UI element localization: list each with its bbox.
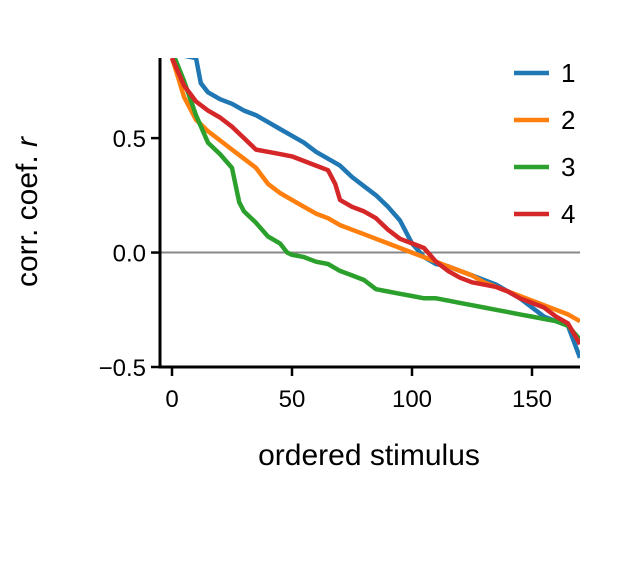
ticks-layer: 0 50 100 150 −0.5 0.0 0.5 — [99, 126, 552, 413]
legend-label-1: 1 — [561, 58, 575, 88]
series-line-3 — [172, 58, 580, 341]
series-line-2 — [169, 58, 580, 324]
y-tick-label: 0.5 — [113, 126, 146, 153]
x-axis-label: ordered stimulus — [258, 439, 480, 472]
legend-label-4: 4 — [561, 199, 575, 229]
y-tick-label: −0.5 — [99, 355, 146, 382]
series-layer — [169, 58, 580, 359]
series-line-1 — [184, 58, 580, 359]
y-axis-label-text: corr. coef. — [11, 147, 44, 287]
x-tick-label: 100 — [392, 386, 432, 413]
legend: 1 2 3 4 — [514, 58, 575, 229]
axes-layer — [158, 58, 580, 369]
y-axis-label: corr. coef. r — [11, 136, 44, 287]
y-axis-label-symbol: r — [11, 136, 44, 147]
legend-label-2: 2 — [561, 105, 575, 135]
x-tick-label: 50 — [279, 386, 306, 413]
legend-label-3: 3 — [561, 152, 575, 182]
series-line-4 — [169, 58, 580, 346]
y-tick-label: 0.0 — [113, 241, 146, 268]
x-tick-label: 150 — [512, 386, 552, 413]
x-tick-label: 0 — [165, 386, 178, 413]
